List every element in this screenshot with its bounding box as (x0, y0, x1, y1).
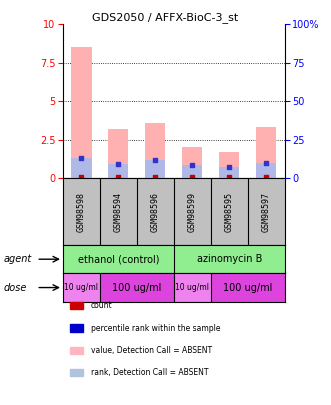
Text: 100 ug/ml: 100 ug/ml (112, 283, 162, 292)
Point (79, 174, 84, 180)
Text: rank, Detection Call = ABSENT: rank, Detection Call = ABSENT (91, 368, 209, 377)
Point (190, 162, 195, 168)
Bar (256, 163, 276, 178)
Text: ethanol (control): ethanol (control) (77, 254, 159, 264)
Bar (256, 128, 276, 178)
Point (79, 155, 84, 162)
Bar (100, 273, 174, 302)
Text: GSM98599: GSM98599 (188, 192, 197, 232)
Text: count: count (91, 301, 113, 310)
Bar (108, 129, 128, 178)
Point (263, 160, 269, 166)
Text: 100 ug/ml: 100 ug/ml (223, 283, 272, 292)
Point (226, 164, 232, 170)
Text: GSM98595: GSM98595 (225, 192, 234, 232)
Text: GSM98598: GSM98598 (77, 192, 86, 232)
Text: value, Detection Call = ABSENT: value, Detection Call = ABSENT (91, 346, 212, 355)
Point (116, 161, 121, 168)
Bar (182, 147, 203, 178)
Bar (182, 165, 203, 178)
Text: GSM98594: GSM98594 (114, 192, 123, 232)
Text: azinomycin B: azinomycin B (197, 254, 262, 264)
Bar (174, 273, 211, 302)
Point (190, 174, 195, 180)
Point (153, 174, 158, 180)
Point (116, 174, 121, 180)
Bar (219, 152, 239, 178)
Bar (108, 164, 128, 178)
Text: dose: dose (3, 283, 27, 292)
Text: percentile rank within the sample: percentile rank within the sample (91, 324, 220, 333)
Point (263, 174, 269, 180)
Text: GDS2050 / AFFX-BioC-3_st: GDS2050 / AFFX-BioC-3_st (92, 12, 239, 23)
Point (226, 174, 232, 180)
Text: GSM98597: GSM98597 (262, 192, 271, 232)
Text: 10 ug/ml: 10 ug/ml (64, 283, 98, 292)
Bar (145, 123, 166, 178)
Text: GSM98596: GSM98596 (151, 192, 160, 232)
Bar (145, 160, 166, 178)
Point (153, 156, 158, 163)
Bar (71, 47, 92, 178)
Bar (211, 273, 285, 302)
Bar (71, 158, 92, 178)
Bar (219, 167, 239, 178)
Bar (63, 273, 100, 302)
Text: agent: agent (3, 254, 31, 264)
Text: 10 ug/ml: 10 ug/ml (175, 283, 209, 292)
